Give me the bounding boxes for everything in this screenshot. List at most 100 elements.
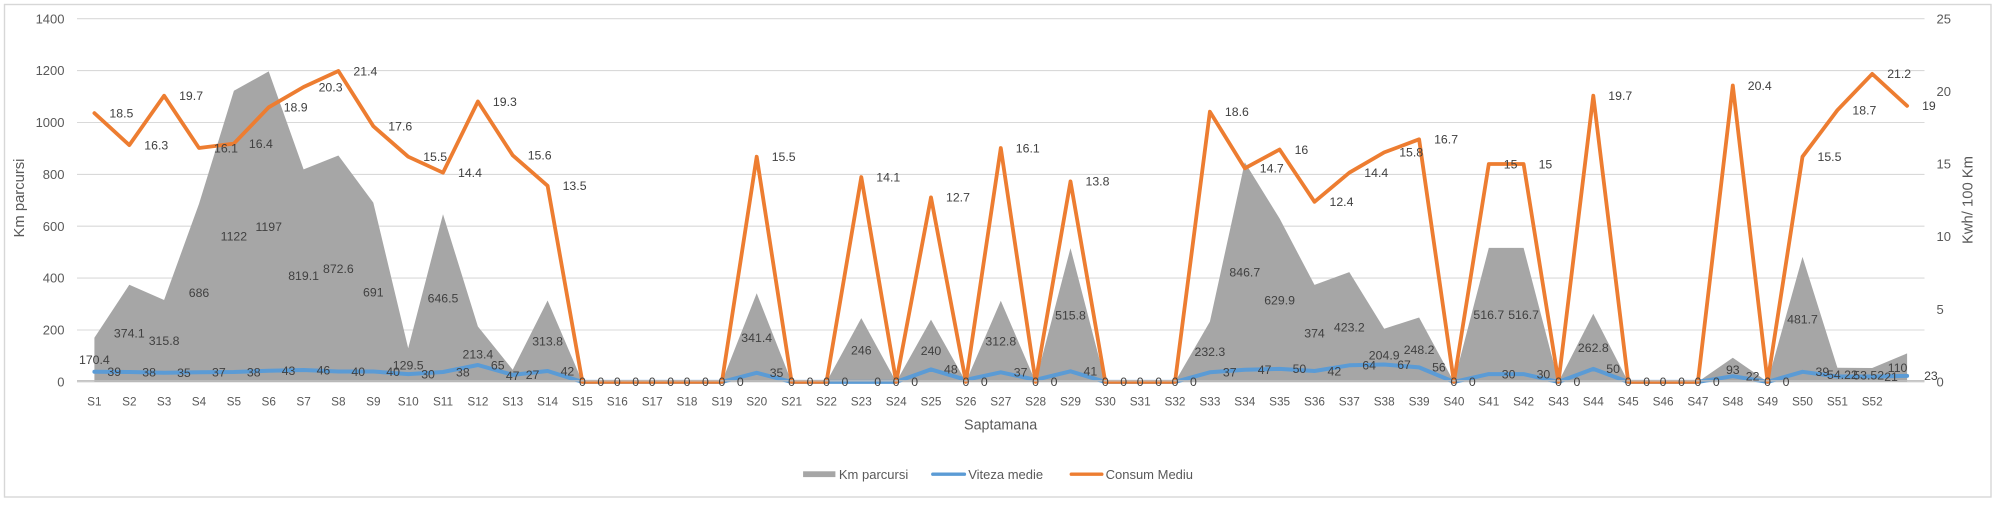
svg-text:18.6: 18.6 xyxy=(1225,105,1249,119)
svg-text:S18: S18 xyxy=(677,395,698,409)
svg-text:262.8: 262.8 xyxy=(1578,341,1609,355)
svg-text:691: 691 xyxy=(363,286,384,300)
svg-text:S23: S23 xyxy=(851,395,872,409)
svg-text:15.8: 15.8 xyxy=(1399,146,1423,160)
svg-text:S15: S15 xyxy=(572,395,593,409)
svg-text:S36: S36 xyxy=(1304,395,1325,409)
svg-text:15: 15 xyxy=(1539,157,1553,171)
svg-text:10: 10 xyxy=(1937,229,1951,244)
svg-text:65: 65 xyxy=(491,358,505,372)
svg-text:S47: S47 xyxy=(1687,395,1708,409)
svg-text:516.7: 516.7 xyxy=(1473,308,1504,322)
svg-text:S50: S50 xyxy=(1792,395,1813,409)
svg-text:S9: S9 xyxy=(366,395,380,409)
svg-text:819.1: 819.1 xyxy=(288,269,319,283)
svg-text:20: 20 xyxy=(1937,84,1951,99)
svg-text:1122: 1122 xyxy=(221,230,248,244)
svg-text:20.4: 20.4 xyxy=(1748,79,1772,93)
svg-text:S12: S12 xyxy=(467,395,488,409)
svg-text:S40: S40 xyxy=(1443,395,1464,409)
svg-text:S25: S25 xyxy=(921,395,942,409)
svg-text:38: 38 xyxy=(456,365,470,379)
svg-text:Viteza medie: Viteza medie xyxy=(968,467,1043,482)
svg-text:315.8: 315.8 xyxy=(149,334,180,348)
svg-text:S43: S43 xyxy=(1548,395,1569,409)
svg-text:53.52: 53.52 xyxy=(1853,368,1884,382)
svg-text:54.22: 54.22 xyxy=(1827,368,1858,382)
svg-text:S30: S30 xyxy=(1095,395,1116,409)
svg-text:13.5: 13.5 xyxy=(563,179,587,193)
svg-text:17.6: 17.6 xyxy=(388,120,412,134)
svg-text:S2: S2 xyxy=(122,395,136,409)
svg-text:0: 0 xyxy=(1694,375,1701,389)
svg-text:0: 0 xyxy=(788,375,795,389)
svg-text:19.7: 19.7 xyxy=(1608,89,1632,103)
svg-text:S39: S39 xyxy=(1409,395,1430,409)
svg-text:14.7: 14.7 xyxy=(1260,162,1284,176)
svg-text:423.2: 423.2 xyxy=(1334,320,1365,334)
svg-text:1000: 1000 xyxy=(36,115,65,130)
svg-text:38: 38 xyxy=(247,365,261,379)
svg-text:S7: S7 xyxy=(296,395,310,409)
svg-text:0: 0 xyxy=(1032,375,1039,389)
svg-text:13.8: 13.8 xyxy=(1086,175,1110,189)
svg-text:248.2: 248.2 xyxy=(1404,343,1435,357)
svg-text:0: 0 xyxy=(1625,375,1632,389)
svg-text:S48: S48 xyxy=(1722,395,1743,409)
svg-text:30: 30 xyxy=(421,367,435,381)
svg-text:246: 246 xyxy=(851,343,872,357)
svg-text:S27: S27 xyxy=(990,395,1011,409)
svg-text:S35: S35 xyxy=(1269,395,1290,409)
svg-text:0: 0 xyxy=(1120,375,1127,389)
svg-text:312.8: 312.8 xyxy=(985,335,1016,349)
svg-text:S51: S51 xyxy=(1827,395,1848,409)
svg-text:0: 0 xyxy=(597,375,604,389)
svg-text:21.4: 21.4 xyxy=(353,64,377,78)
svg-text:37: 37 xyxy=(1014,366,1028,380)
svg-text:14.1: 14.1 xyxy=(876,170,900,184)
svg-text:Km parcursi: Km parcursi xyxy=(12,159,28,238)
svg-text:S10: S10 xyxy=(398,395,419,409)
svg-text:42: 42 xyxy=(1328,364,1342,378)
svg-text:232.3: 232.3 xyxy=(1195,345,1226,359)
svg-text:S20: S20 xyxy=(746,395,767,409)
svg-text:S32: S32 xyxy=(1165,395,1186,409)
svg-text:15: 15 xyxy=(1504,157,1518,171)
svg-text:42: 42 xyxy=(561,364,575,378)
svg-text:S46: S46 xyxy=(1653,395,1674,409)
svg-text:S45: S45 xyxy=(1618,395,1639,409)
svg-text:27: 27 xyxy=(526,368,540,382)
svg-text:16: 16 xyxy=(1295,143,1309,157)
svg-text:S26: S26 xyxy=(955,395,976,409)
svg-text:S31: S31 xyxy=(1130,395,1151,409)
svg-text:39: 39 xyxy=(107,365,121,379)
svg-text:15.5: 15.5 xyxy=(423,150,447,164)
svg-text:0: 0 xyxy=(632,375,639,389)
svg-text:S29: S29 xyxy=(1060,395,1081,409)
svg-text:0: 0 xyxy=(1678,375,1685,389)
svg-text:0: 0 xyxy=(1450,375,1457,389)
svg-text:516.7: 516.7 xyxy=(1508,308,1539,322)
svg-text:35: 35 xyxy=(770,366,784,380)
svg-text:21.2: 21.2 xyxy=(1887,67,1911,81)
svg-text:0: 0 xyxy=(1051,375,1058,389)
svg-text:S21: S21 xyxy=(781,395,802,409)
svg-text:846.7: 846.7 xyxy=(1229,265,1260,279)
svg-text:S1: S1 xyxy=(87,395,101,409)
svg-text:0: 0 xyxy=(737,375,744,389)
svg-text:0: 0 xyxy=(614,375,621,389)
svg-text:600: 600 xyxy=(43,219,65,234)
svg-text:S37: S37 xyxy=(1339,395,1360,409)
svg-text:204.9: 204.9 xyxy=(1369,349,1400,363)
svg-text:0: 0 xyxy=(962,375,969,389)
svg-text:0: 0 xyxy=(1937,375,1944,390)
svg-text:374.1: 374.1 xyxy=(114,327,145,341)
svg-text:16.4: 16.4 xyxy=(249,137,273,151)
svg-text:S49: S49 xyxy=(1757,395,1778,409)
svg-text:S5: S5 xyxy=(227,395,242,409)
svg-text:515.8: 515.8 xyxy=(1055,308,1086,322)
svg-text:S11: S11 xyxy=(433,395,453,409)
svg-text:38: 38 xyxy=(142,365,156,379)
svg-text:240: 240 xyxy=(921,344,942,358)
svg-text:0: 0 xyxy=(57,375,64,390)
